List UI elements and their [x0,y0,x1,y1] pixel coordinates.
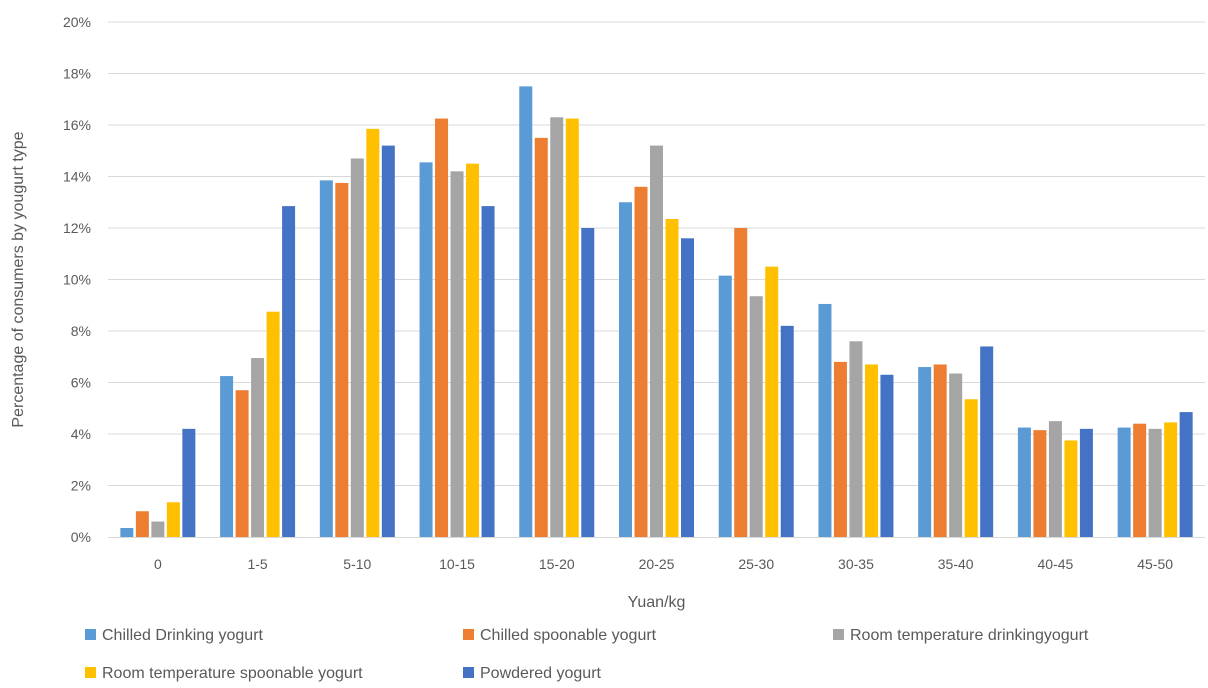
x-tick-label: 40-45 [1038,556,1074,572]
y-tick-label: 10% [63,272,91,288]
x-tick-label: 25-30 [738,556,774,572]
x-tick-label: 0 [154,556,162,572]
bar [519,86,533,538]
bar [619,202,632,537]
x-tick-label: 20-25 [639,556,675,572]
legend-entry: Chilled Drinking yogurt [85,627,264,644]
bar [818,303,832,537]
bar [419,162,433,537]
bar [450,171,464,537]
bar [350,158,364,538]
bar [381,145,395,537]
y-tick-label: 14% [63,169,91,185]
bar [534,137,548,538]
legend-entry: Room temperature spoonable yogurt [85,665,363,682]
bars-layer [120,86,1193,538]
bar [880,374,894,537]
legend-entry: Room temperature drinkingyogurt [833,627,1089,644]
bar [780,325,794,537]
bar [319,180,333,538]
bar [1148,428,1162,537]
bar [634,186,648,538]
y-axis-title: Percentage of consumers by yougurt type [10,131,27,427]
bar [964,399,978,537]
legend-swatch [463,667,474,678]
bar [166,502,180,537]
bar [435,118,449,537]
bar [650,145,663,537]
bar [1133,423,1147,537]
bar [220,376,234,537]
y-tick-label: 0% [71,529,91,545]
bar [718,275,732,537]
bar [1117,427,1131,537]
bar [980,346,994,537]
x-tick-label: 15-20 [539,556,575,572]
bar [466,163,480,538]
legend-swatch [85,667,96,678]
bar [849,341,863,537]
bar [665,218,679,538]
bar [335,182,349,537]
x-tick-label: 5-10 [343,556,371,572]
bar [918,367,932,537]
y-tick-label: 12% [63,220,91,236]
bar [833,361,847,537]
bar [151,521,165,537]
x-tick-label: 35-40 [938,556,974,572]
legend: Chilled Drinking yogurt Chilled spoonable… [85,627,1089,682]
legend-swatch [833,629,844,640]
bar [765,266,779,538]
bar [864,364,878,537]
legend-swatch [85,629,96,640]
legend-entry: Chilled spoonable yogurt [463,627,657,644]
y-tick-label: 8% [71,323,91,339]
y-tick-label: 4% [71,426,91,442]
x-axis-title: Yuan/kg [628,594,686,611]
bar [734,228,748,537]
bar [282,206,296,538]
ticks-layer: 0% 2% 4% 6% 8% 10% 12% 14% 16% 18% 20% 0 1-5 5-10 10-1… [63,14,1173,572]
x-tick-label: 1-5 [247,556,267,572]
legend-entry: Powdered yogurt [463,665,602,682]
legend-label: Chilled Drinking yogurt [102,627,264,644]
legend-label: Room temperature drinkingyogurt [850,627,1089,644]
x-tick-label: 30-35 [838,556,874,572]
bar [266,311,280,537]
y-tick-label: 2% [71,478,91,494]
x-tick-label: 45-50 [1137,556,1173,572]
bar [681,238,694,538]
legend-label: Chilled spoonable yogurt [480,627,657,644]
legend-label: Room temperature spoonable yogurt [102,665,363,682]
bar [182,428,196,537]
bar [235,390,249,537]
y-tick-label: 20% [63,14,91,30]
bar [1079,428,1093,537]
y-tick-label: 16% [63,117,91,133]
legend-label: Powdered yogurt [480,665,602,682]
bar [1179,412,1193,537]
y-tick-label: 18% [63,66,91,82]
bar [1017,427,1031,537]
bar [565,118,579,537]
bar [1033,430,1047,537]
legend-swatch [463,629,474,640]
bar [749,296,763,537]
bar [251,358,265,537]
bar [949,373,963,537]
bar [366,128,380,538]
bar [933,364,947,537]
x-tick-label: 10-15 [439,556,475,572]
bar [481,206,495,538]
bar [135,511,149,537]
bar [1164,422,1178,537]
bar [120,527,134,537]
bar [581,228,595,537]
bar [1064,440,1078,537]
bar [550,117,564,538]
bar [1048,421,1062,538]
y-tick-label: 6% [71,375,91,391]
